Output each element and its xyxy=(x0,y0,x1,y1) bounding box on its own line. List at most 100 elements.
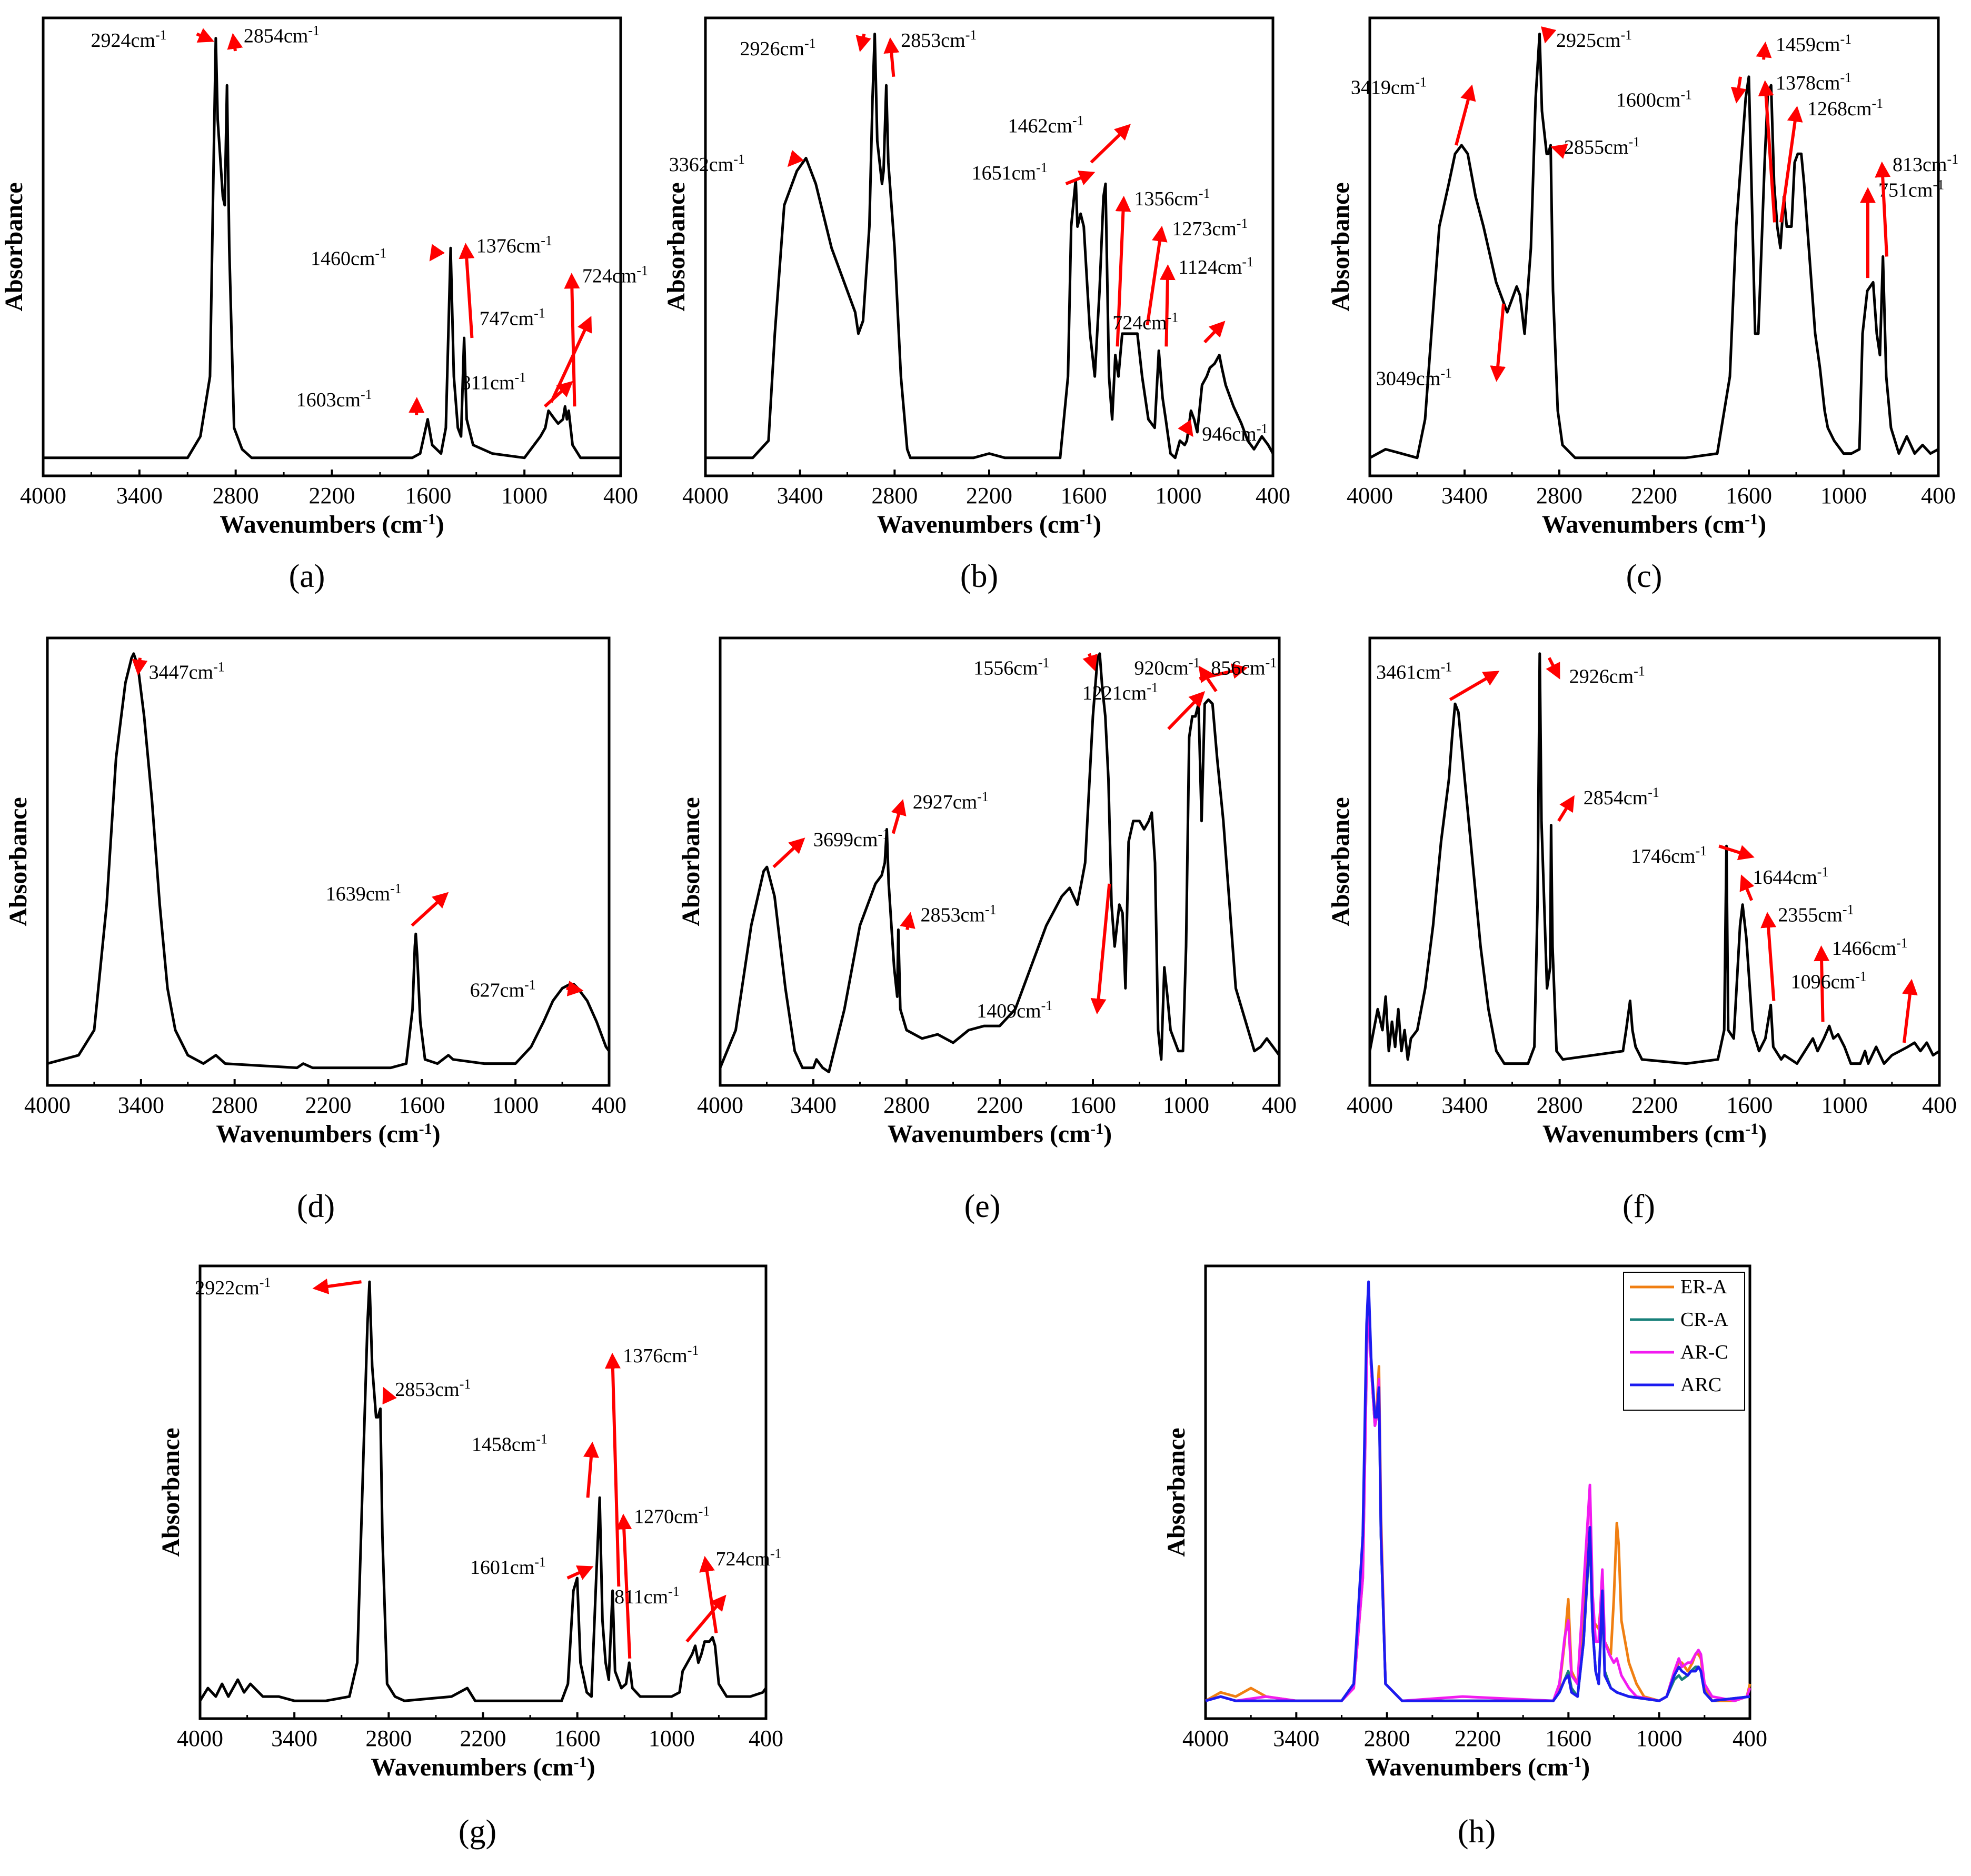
annotation-arrow xyxy=(1178,419,1193,437)
series-line-spectrum xyxy=(47,652,611,1070)
annotation-label: 1466cm-1 xyxy=(1832,935,1908,960)
panel-caption: (a) xyxy=(289,558,325,594)
annotation-label: 1096cm-1 xyxy=(1791,969,1867,993)
chart-panel-c: 4000 3400 2800 2200 1600 1000 400 Wavenumbers (… xyxy=(1327,16,1958,594)
x-tick-label: 400 xyxy=(1262,1092,1297,1118)
y-axis-title: Absorbance xyxy=(1162,1428,1190,1556)
x-tick-label: 400 xyxy=(1256,483,1290,508)
annotation-arrow xyxy=(566,981,584,996)
series-line-spectrum xyxy=(43,37,621,460)
chart-panel-f: 4000 3400 2800 2200 1600 1000 400 Wavenumbers (… xyxy=(1327,636,1957,1224)
annotation-label: 3049cm-1 xyxy=(1376,365,1452,390)
annotation-label: 2926cm-1 xyxy=(1569,663,1645,688)
x-tick-label: 2200 xyxy=(1631,483,1677,508)
annotation-label: 1460cm-1 xyxy=(311,245,386,270)
annotation-label: 1603cm-1 xyxy=(296,387,372,412)
annotation-arrow xyxy=(1082,653,1098,672)
series-line-spectrum xyxy=(198,1280,768,1702)
series-line-spectrum xyxy=(1368,652,1940,1065)
annotation-arrow xyxy=(550,316,592,403)
annotation-label: 2853cm-1 xyxy=(901,27,977,52)
annotation-arrow xyxy=(564,273,580,407)
panel-caption: (f) xyxy=(1622,1189,1655,1224)
x-tick-label: 1600 xyxy=(405,483,451,508)
panel-caption: (g) xyxy=(459,1814,496,1850)
x-tick-label: 400 xyxy=(592,1092,626,1118)
x-tick-label: 2200 xyxy=(1455,1725,1501,1751)
annotation-label: 920cm-1 xyxy=(1134,655,1200,680)
annotation-label: 2853cm-1 xyxy=(921,902,997,926)
y-axis-title: Absorbance xyxy=(677,797,705,926)
annotation-label: 1376cm-1 xyxy=(476,233,552,257)
x-tick-label: 1600 xyxy=(1061,483,1107,508)
annotation-label: 751cm-1 xyxy=(1878,177,1944,202)
y-axis-title: Absorbance xyxy=(157,1428,185,1556)
x-tick-label: 4000 xyxy=(1182,1725,1229,1751)
legend-label: ER-A xyxy=(1680,1276,1727,1298)
x-axis-title: Wavenumbers (cm-1) xyxy=(888,1120,1112,1149)
x-tick-label: 2800 xyxy=(1536,483,1582,508)
annotation-arrow xyxy=(900,912,915,930)
x-tick-label: 3400 xyxy=(777,483,823,508)
annotation-arrow xyxy=(883,37,900,77)
x-tick-label: 1000 xyxy=(492,1092,539,1118)
annotation-label: 627cm-1 xyxy=(470,977,536,1002)
annotation-arrow xyxy=(855,33,871,52)
annotation-arrow xyxy=(1760,912,1777,1001)
annotation-label: 946cm-1 xyxy=(1202,421,1268,446)
panel-caption: (e) xyxy=(964,1189,1001,1224)
x-tick-label: 400 xyxy=(1733,1725,1767,1751)
annotation-arrow xyxy=(1541,26,1557,44)
annotation-arrow xyxy=(411,892,449,927)
x-tick-label: 1600 xyxy=(1726,483,1772,508)
x-tick-label: 4000 xyxy=(682,483,729,508)
annotation-arrow xyxy=(1758,80,1776,223)
chart-panel-e: 4000 3400 2800 2200 1600 1000 400 Wavenumbers (… xyxy=(677,636,1297,1224)
x-tick-label: 4000 xyxy=(177,1725,223,1751)
annotation-arrow xyxy=(1718,844,1755,861)
annotation-arrow xyxy=(1167,691,1206,730)
x-tick-label: 3400 xyxy=(271,1725,317,1751)
annotation-label: 811cm-1 xyxy=(461,370,526,394)
x-tick-label: 400 xyxy=(749,1725,783,1751)
annotation-label: 3699cm-1 xyxy=(813,826,889,851)
annotation-arrow xyxy=(1756,42,1772,60)
x-tick-label: 3400 xyxy=(1441,483,1488,508)
annotation-label: 3461cm-1 xyxy=(1376,659,1452,684)
x-tick-label: 400 xyxy=(1922,1092,1957,1118)
annotation-arrow xyxy=(583,1441,599,1498)
annotation-label: 1356cm-1 xyxy=(1134,185,1210,210)
annotation-arrow xyxy=(543,381,573,408)
y-axis-title: Absorbance xyxy=(1327,182,1355,311)
x-axis-title: Wavenumbers (cm-1) xyxy=(220,511,444,539)
x-tick-label: 2200 xyxy=(460,1725,506,1751)
x-tick-label: 1600 xyxy=(554,1725,601,1751)
annotation-arrow xyxy=(1546,657,1560,680)
x-tick-label: 2200 xyxy=(309,483,355,508)
x-tick-label: 2800 xyxy=(365,1725,412,1751)
annotation-arrow xyxy=(1090,124,1131,164)
annotation-arrow xyxy=(227,33,243,52)
y-axis-title: Absorbance xyxy=(1327,797,1355,926)
y-axis-title: Absorbance xyxy=(662,182,690,311)
annotation-label: 1601cm-1 xyxy=(470,1554,546,1579)
x-tick-label: 2800 xyxy=(213,483,259,508)
annotation-label: 2853cm-1 xyxy=(395,1376,471,1401)
annotation-arrow xyxy=(1557,795,1575,822)
x-tick-label: 2800 xyxy=(1537,1092,1583,1118)
annotation-label: 1458cm-1 xyxy=(472,1431,548,1456)
annotation-arrow xyxy=(1449,671,1500,701)
annotation-arrow xyxy=(699,1555,718,1633)
y-axis-title: Absorbance xyxy=(4,797,32,926)
plot-frame xyxy=(704,16,1275,477)
x-tick-label: 1000 xyxy=(501,483,548,508)
annotation-label: 1651cm-1 xyxy=(972,160,1048,185)
annotation-arrow xyxy=(312,1279,362,1294)
annotation-label: 1124cm-1 xyxy=(1178,254,1253,278)
annotation-arrow xyxy=(1198,665,1218,692)
x-tick-label: 1000 xyxy=(1155,483,1201,508)
x-tick-label: 2800 xyxy=(212,1092,258,1118)
plot-frame xyxy=(198,1264,768,1720)
x-axis-title: Wavenumbers (cm-1) xyxy=(216,1120,440,1149)
